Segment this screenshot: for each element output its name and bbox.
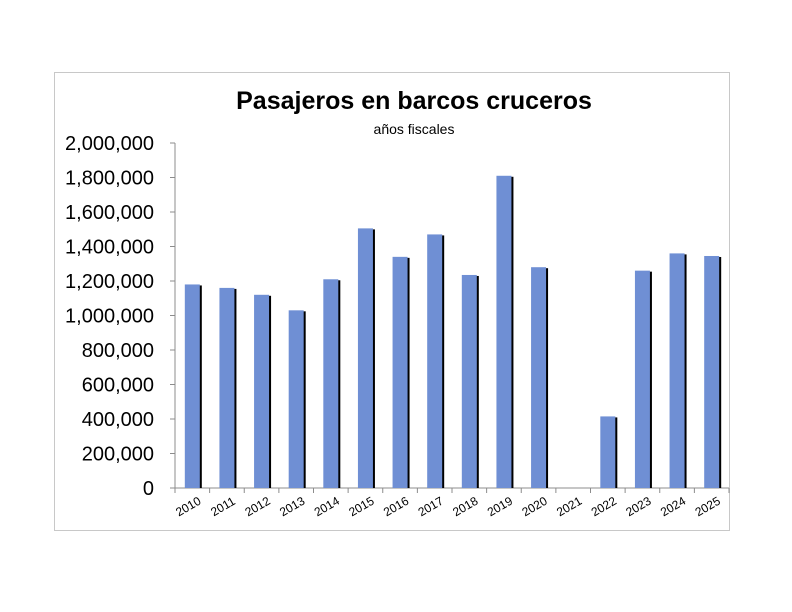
y-tick-label: 0 bbox=[143, 478, 154, 500]
bar bbox=[531, 267, 547, 488]
x-tick-label: 2022 bbox=[589, 494, 619, 520]
bar bbox=[427, 234, 443, 488]
x-tick-label: 2025 bbox=[693, 494, 723, 520]
bar bbox=[600, 416, 616, 488]
y-tick-label: 1,200,000 bbox=[65, 271, 154, 293]
bar bbox=[357, 228, 373, 488]
y-tick-label: 800,000 bbox=[82, 340, 154, 362]
x-tick-label: 2014 bbox=[312, 494, 342, 520]
bar bbox=[634, 270, 650, 488]
bar bbox=[392, 256, 408, 488]
chart-title: Pasajeros en barcos cruceros bbox=[236, 87, 592, 115]
x-tick-label: 2010 bbox=[173, 494, 203, 520]
bars bbox=[184, 175, 722, 488]
bar bbox=[669, 253, 685, 488]
x-tick-label: 2023 bbox=[623, 494, 653, 520]
bar bbox=[704, 255, 720, 488]
y-tick-label: 1,800,000 bbox=[65, 168, 154, 190]
bar bbox=[323, 279, 339, 488]
y-tick-label: 400,000 bbox=[82, 409, 154, 431]
bar bbox=[254, 294, 270, 488]
bar bbox=[184, 284, 200, 488]
y-tick-label: 200,000 bbox=[82, 444, 154, 466]
chart-subtitle: años fiscales bbox=[373, 121, 455, 137]
x-tick-label: 2013 bbox=[277, 494, 307, 520]
bar bbox=[461, 274, 477, 488]
x-tick-label: 2017 bbox=[416, 494, 446, 520]
x-tick-label: 2024 bbox=[658, 494, 688, 520]
x-tick-label: 2012 bbox=[242, 494, 272, 520]
x-tick-label: 2016 bbox=[381, 494, 411, 520]
x-tick-label: 2015 bbox=[346, 494, 376, 520]
x-tick-label: 2021 bbox=[554, 494, 584, 520]
y-axis: 0 200,000 400,000 600,000 800,000 1,000,000 1,… bbox=[65, 133, 176, 500]
x-axis: 2010 2011 2012 2013 2014 2015 2016 2017 2018 2019… bbox=[173, 487, 730, 520]
x-tick-label: 2011 bbox=[208, 494, 238, 519]
y-tick-label: 1,400,000 bbox=[65, 237, 154, 259]
x-tick-label: 2019 bbox=[485, 494, 515, 520]
x-tick-label: 2020 bbox=[519, 494, 549, 520]
bar bbox=[288, 310, 304, 488]
y-tick-label: 1,000,000 bbox=[65, 306, 154, 328]
bar bbox=[219, 287, 235, 488]
y-tick-label: 2,000,000 bbox=[65, 133, 154, 155]
bar bbox=[496, 175, 512, 488]
y-tick-label: 600,000 bbox=[82, 375, 154, 397]
chart-frame bbox=[54, 72, 730, 531]
y-tick-label: 1,600,000 bbox=[65, 202, 154, 224]
x-tick-label: 2018 bbox=[450, 494, 480, 520]
